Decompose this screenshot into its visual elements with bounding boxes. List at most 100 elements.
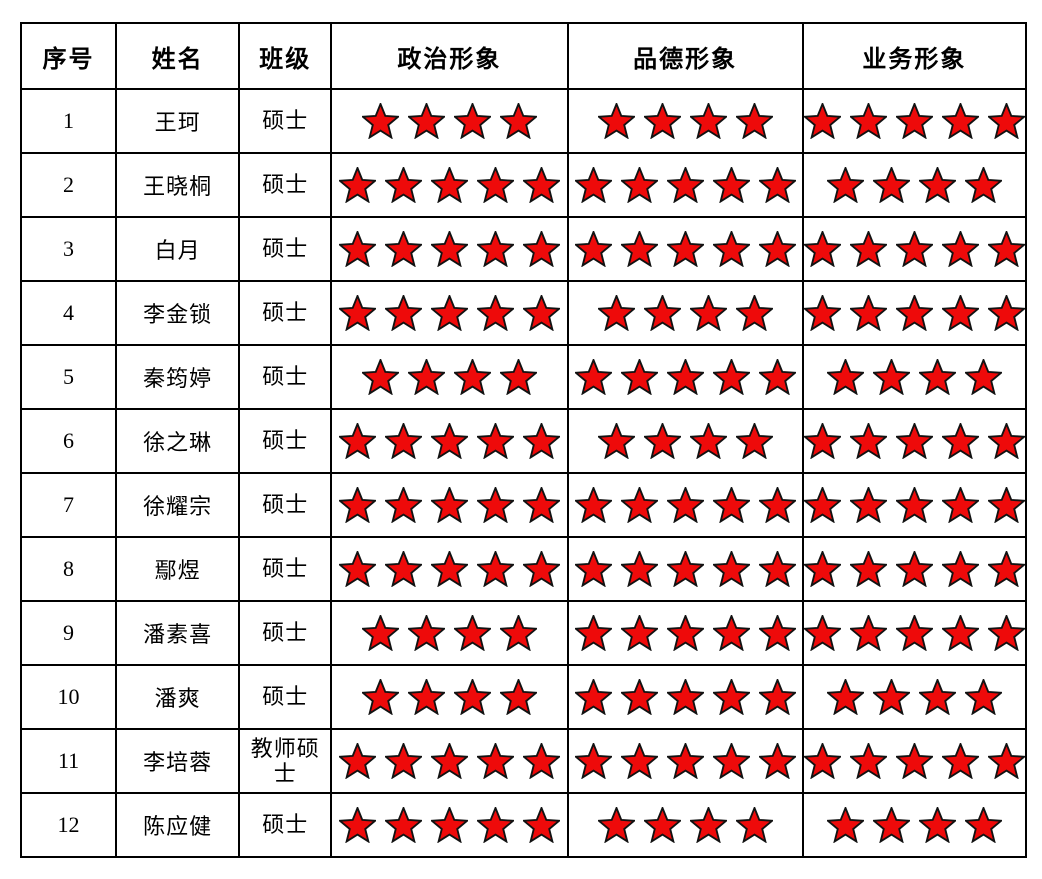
cell-no: 1 (19, 88, 118, 154)
star-rating (803, 615, 1025, 651)
cell-moral-rating (566, 472, 804, 538)
table-row: 5 秦筠婷 硕士 (19, 344, 1028, 410)
star-rating (803, 743, 1025, 779)
star-icon (987, 103, 1025, 139)
header-serial-number: 序号 (19, 22, 118, 90)
star-icon (338, 231, 376, 267)
cell-political-rating (330, 152, 569, 218)
star-icon (987, 231, 1025, 267)
cell-class: 硕士 (238, 792, 333, 858)
star-rating (569, 807, 802, 843)
star-icon (895, 615, 933, 651)
star-rating (804, 679, 1025, 715)
star-icon (384, 167, 422, 203)
star-icon (620, 231, 658, 267)
table-row: 6 徐之琳 硕士 (19, 408, 1028, 474)
star-icon (522, 295, 560, 331)
star-icon (895, 423, 933, 459)
cell-name: 白月 (115, 216, 241, 282)
cell-class: 硕士 (238, 536, 333, 602)
star-icon (987, 295, 1025, 331)
star-icon (826, 167, 864, 203)
star-icon (430, 551, 468, 587)
cell-moral-rating (566, 88, 804, 154)
cell-name: 鄢煜 (115, 536, 241, 602)
table-row: 3 白月 硕士 (19, 216, 1028, 282)
star-icon (758, 679, 796, 715)
star-icon (574, 487, 612, 523)
star-icon (666, 679, 704, 715)
star-icon (872, 807, 910, 843)
star-icon (597, 295, 635, 331)
star-icon (574, 167, 612, 203)
star-icon (574, 359, 612, 395)
star-rating (569, 295, 802, 331)
star-icon (712, 615, 750, 651)
star-icon (895, 487, 933, 523)
star-icon (712, 743, 750, 779)
cell-no: 6 (19, 408, 118, 474)
star-rating (569, 423, 802, 459)
star-icon (476, 295, 514, 331)
cell-professional-rating (801, 280, 1028, 346)
star-icon (338, 743, 376, 779)
star-icon (430, 167, 468, 203)
star-icon (712, 231, 750, 267)
cell-class: 硕士 (238, 600, 333, 666)
star-icon (895, 743, 933, 779)
star-icon (597, 103, 635, 139)
star-icon (918, 679, 956, 715)
star-icon (643, 807, 681, 843)
star-icon (712, 487, 750, 523)
cell-moral-rating (566, 216, 804, 282)
header-professional-image: 业务形象 (801, 22, 1028, 90)
star-icon (643, 295, 681, 331)
star-icon (430, 743, 468, 779)
star-rating (332, 807, 566, 843)
star-rating (804, 167, 1025, 203)
star-icon (689, 807, 727, 843)
cell-moral-rating (566, 728, 804, 794)
star-icon (803, 295, 841, 331)
cell-name: 陈应健 (115, 792, 241, 858)
student-rating-table: 序号 姓名 班级 政治形象 品德形象 业务形象 1 王珂 硕士 2 王晓桐 硕士 (19, 22, 1028, 858)
star-icon (689, 423, 727, 459)
cell-no: 9 (19, 600, 118, 666)
star-icon (430, 487, 468, 523)
cell-moral-rating (566, 152, 804, 218)
star-rating (804, 807, 1025, 843)
star-rating (332, 615, 566, 651)
star-icon (941, 615, 979, 651)
star-rating (569, 551, 802, 587)
star-icon (620, 615, 658, 651)
cell-political-rating (330, 88, 569, 154)
star-icon (476, 167, 514, 203)
star-icon (849, 615, 887, 651)
star-icon (735, 807, 773, 843)
star-icon (453, 359, 491, 395)
cell-moral-rating (566, 536, 804, 602)
star-icon (803, 551, 841, 587)
star-icon (453, 679, 491, 715)
star-icon (430, 423, 468, 459)
star-icon (758, 551, 796, 587)
cell-moral-rating (566, 344, 804, 410)
star-icon (361, 359, 399, 395)
table-body: 1 王珂 硕士 2 王晓桐 硕士 3 白月 硕士 4 李金锁 硕 (19, 88, 1028, 858)
cell-name: 潘爽 (115, 664, 241, 730)
star-icon (597, 807, 635, 843)
star-icon (849, 743, 887, 779)
star-icon (338, 807, 376, 843)
cell-class: 硕士 (238, 344, 333, 410)
star-icon (826, 679, 864, 715)
header-class: 班级 (238, 22, 333, 90)
star-icon (384, 487, 422, 523)
star-icon (522, 743, 560, 779)
star-icon (758, 359, 796, 395)
table-row: 4 李金锁 硕士 (19, 280, 1028, 346)
star-rating (803, 295, 1025, 331)
cell-political-rating (330, 536, 569, 602)
star-icon (849, 103, 887, 139)
table-row: 11 李培蓉 教师硕士 (19, 728, 1028, 794)
star-icon (361, 103, 399, 139)
